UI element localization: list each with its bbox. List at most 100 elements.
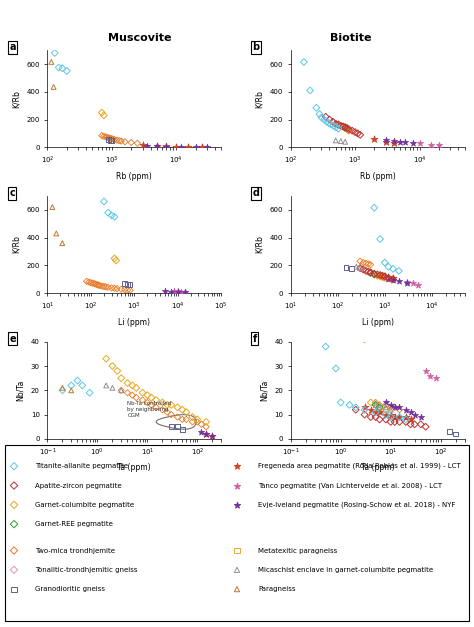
Point xyxy=(452,429,459,439)
Point xyxy=(316,109,323,119)
Point xyxy=(59,385,66,396)
Point xyxy=(325,118,333,128)
Point xyxy=(389,275,397,285)
Point xyxy=(115,135,123,145)
Point xyxy=(341,122,349,132)
Point xyxy=(233,461,241,472)
Point xyxy=(128,381,136,391)
Point xyxy=(102,132,109,142)
Point xyxy=(353,261,360,271)
Point xyxy=(381,271,389,282)
Point xyxy=(306,85,314,95)
Point xyxy=(322,342,329,352)
Point xyxy=(387,409,394,419)
Point xyxy=(356,130,364,140)
Point xyxy=(352,403,360,413)
Point xyxy=(202,429,210,439)
Point xyxy=(51,48,58,58)
Point xyxy=(341,123,349,133)
Point xyxy=(111,212,118,222)
Point xyxy=(372,400,379,410)
Point xyxy=(337,136,345,146)
Point xyxy=(10,500,18,510)
Point xyxy=(233,565,241,575)
Point xyxy=(179,405,186,415)
Point xyxy=(193,417,201,427)
Point xyxy=(341,137,349,147)
Y-axis label: Nb/Ta: Nb/Ta xyxy=(16,379,25,401)
Point xyxy=(396,412,403,422)
X-axis label: Rb (ppm): Rb (ppm) xyxy=(360,172,395,181)
Point xyxy=(179,414,186,424)
Point xyxy=(382,409,390,419)
Point xyxy=(111,253,118,263)
X-axis label: Ta (ppm): Ta (ppm) xyxy=(361,463,394,472)
Point xyxy=(100,282,108,292)
Point xyxy=(322,112,329,122)
Text: Two-mica trondhjemite: Two-mica trondhjemite xyxy=(35,547,115,554)
Point xyxy=(164,400,171,410)
Point xyxy=(343,124,351,134)
Point xyxy=(362,258,370,268)
Point xyxy=(422,422,429,432)
Y-axis label: K/Rb: K/Rb xyxy=(12,90,21,108)
Point xyxy=(86,387,93,398)
Point xyxy=(372,407,379,417)
Point xyxy=(381,273,389,283)
Point xyxy=(170,286,177,296)
Text: Titanite-allanite pegmatite: Titanite-allanite pegmatite xyxy=(35,463,128,469)
Y-axis label: K/Rb: K/Rb xyxy=(255,236,264,253)
Point xyxy=(391,417,399,427)
Point xyxy=(346,400,353,410)
Point xyxy=(152,395,160,405)
Point xyxy=(396,137,404,147)
Point xyxy=(384,273,392,283)
Point xyxy=(372,412,379,422)
Point xyxy=(417,412,425,422)
Point xyxy=(382,400,390,410)
Point xyxy=(371,268,378,278)
Point xyxy=(391,403,399,413)
Point xyxy=(173,142,180,152)
Point xyxy=(203,142,211,152)
Y-axis label: Nb/Ta: Nb/Ta xyxy=(260,379,269,401)
Point xyxy=(335,119,342,129)
Point xyxy=(343,123,351,133)
X-axis label: Li (ppm): Li (ppm) xyxy=(362,318,393,327)
Point xyxy=(446,426,453,436)
Point xyxy=(124,279,131,289)
Point xyxy=(107,135,114,145)
Point xyxy=(337,121,345,131)
Point xyxy=(202,422,210,432)
Point xyxy=(326,115,333,125)
Point xyxy=(153,140,161,150)
Point xyxy=(382,414,390,424)
Point xyxy=(102,381,110,391)
Point xyxy=(79,381,86,391)
Point xyxy=(121,278,128,288)
Point xyxy=(134,138,141,148)
Point xyxy=(382,398,390,408)
Point xyxy=(73,376,81,386)
X-axis label: Rb (ppm): Rb (ppm) xyxy=(117,172,152,181)
Point xyxy=(113,135,121,145)
X-axis label: Li (ppm): Li (ppm) xyxy=(118,318,150,327)
Point xyxy=(163,142,170,152)
Point xyxy=(371,270,378,280)
Point xyxy=(111,283,118,293)
Point xyxy=(109,134,117,144)
Point xyxy=(381,258,389,268)
Point xyxy=(233,480,241,490)
Point xyxy=(367,268,374,278)
Point xyxy=(351,127,359,137)
Point xyxy=(98,130,106,140)
Point xyxy=(396,403,403,413)
Point xyxy=(139,140,146,150)
Point xyxy=(390,136,398,146)
Point xyxy=(102,354,110,364)
Text: e: e xyxy=(9,334,16,344)
Point xyxy=(329,117,337,127)
Point xyxy=(139,395,146,405)
Point xyxy=(387,403,394,413)
Y-axis label: K/Rb: K/Rb xyxy=(255,90,264,108)
